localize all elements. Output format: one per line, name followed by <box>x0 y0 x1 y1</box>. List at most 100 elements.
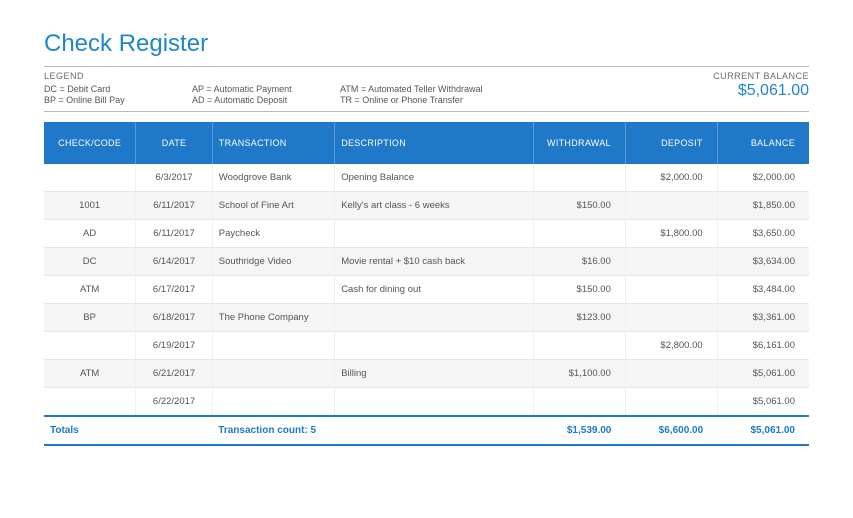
cell-b: $3,484.00 <box>717 276 809 304</box>
cell-date: 6/21/2017 <box>136 360 213 388</box>
cell-tx <box>212 360 334 388</box>
totals-balance: $5,061.00 <box>717 416 809 445</box>
cell-tx: Paycheck <box>212 220 334 248</box>
col-balance: BALANCE <box>717 122 809 164</box>
cell-d: $2,800.00 <box>625 332 717 360</box>
cell-date: 6/14/2017 <box>136 248 213 276</box>
cell-desc: Cash for dining out <box>335 276 534 304</box>
cell-b: $3,650.00 <box>717 220 809 248</box>
cell-date: 6/17/2017 <box>136 276 213 304</box>
current-balance-block: CURRENT BALANCE $5,061.00 <box>699 71 809 100</box>
cell-b: $2,000.00 <box>717 164 809 192</box>
header-row: LEGEND DC = Debit Card AP = Automatic Pa… <box>44 66 809 112</box>
table-row: 10016/11/2017School of Fine ArtKelly's a… <box>44 192 809 220</box>
current-balance-label: CURRENT BALANCE <box>699 71 809 81</box>
cell-tx <box>212 276 334 304</box>
cell-d <box>625 360 717 388</box>
register-table: CHECK/CODE DATE TRANSACTION DESCRIPTION … <box>44 122 809 446</box>
totals-label: Totals <box>44 416 136 445</box>
legend-item: TR = Online or Phone Transfer <box>340 95 540 105</box>
cell-tx: School of Fine Art <box>212 192 334 220</box>
cell-date: 6/11/2017 <box>136 192 213 220</box>
totals-empty <box>136 416 213 445</box>
cell-desc: Billing <box>335 360 534 388</box>
cell-date: 6/19/2017 <box>136 332 213 360</box>
cell-b: $3,634.00 <box>717 248 809 276</box>
cell-date: 6/18/2017 <box>136 304 213 332</box>
cell-d: $2,000.00 <box>625 164 717 192</box>
cell-b: $6,161.00 <box>717 332 809 360</box>
legend-heading: LEGEND <box>44 71 699 81</box>
cell-w: $150.00 <box>534 276 626 304</box>
table-foot: Totals Transaction count: 5 $1,539.00 $6… <box>44 416 809 445</box>
cell-desc <box>335 304 534 332</box>
current-balance-value: $5,061.00 <box>699 82 809 100</box>
cell-w <box>534 332 626 360</box>
table-body: 6/3/2017Woodgrove BankOpening Balance $2,… <box>44 164 809 416</box>
cell-d <box>625 276 717 304</box>
legend-item: AP = Automatic Payment <box>192 84 332 94</box>
cell-desc <box>335 388 534 417</box>
totals-deposit: $6,600.00 <box>625 416 717 445</box>
cell-w <box>534 388 626 417</box>
col-date: DATE <box>136 122 213 164</box>
cell-code <box>44 388 136 417</box>
table-row: BP6/18/2017The Phone Company $123.00 $3,36… <box>44 304 809 332</box>
legend-item: DC = Debit Card <box>44 84 184 94</box>
table-row: 6/19/2017 $2,800.00$6,161.00 <box>44 332 809 360</box>
cell-w: $123.00 <box>534 304 626 332</box>
col-deposit: DEPOSIT <box>625 122 717 164</box>
cell-code <box>44 332 136 360</box>
cell-desc <box>335 332 534 360</box>
totals-count: Transaction count: 5 <box>212 416 533 445</box>
page-title: Check Register <box>44 30 809 58</box>
cell-b: $5,061.00 <box>717 360 809 388</box>
table-row: 6/22/2017 $5,061.00 <box>44 388 809 417</box>
cell-code: AD <box>44 220 136 248</box>
cell-desc: Kelly's art class - 6 weeks <box>335 192 534 220</box>
cell-w <box>534 220 626 248</box>
cell-date: 6/3/2017 <box>136 164 213 192</box>
cell-w: $1,100.00 <box>534 360 626 388</box>
col-description: DESCRIPTION <box>335 122 534 164</box>
legend-grid: DC = Debit Card AP = Automatic Payment A… <box>44 84 699 105</box>
cell-tx: Southridge Video <box>212 248 334 276</box>
cell-code: DC <box>44 248 136 276</box>
cell-d <box>625 304 717 332</box>
legend-item: BP = Online Bill Pay <box>44 95 184 105</box>
cell-desc: Movie rental + $10 cash back <box>335 248 534 276</box>
cell-w: $16.00 <box>534 248 626 276</box>
cell-b: $3,361.00 <box>717 304 809 332</box>
cell-date: 6/11/2017 <box>136 220 213 248</box>
cell-desc: Opening Balance <box>335 164 534 192</box>
cell-code: 1001 <box>44 192 136 220</box>
cell-code: ATM <box>44 276 136 304</box>
cell-code <box>44 164 136 192</box>
totals-withdrawal: $1,539.00 <box>534 416 626 445</box>
cell-w: $150.00 <box>534 192 626 220</box>
cell-code: BP <box>44 304 136 332</box>
table-row: ATM6/17/2017 Cash for dining out$150.00 $3… <box>44 276 809 304</box>
table-row: AD6/11/2017Paycheck $1,800.00$3,650.00 <box>44 220 809 248</box>
cell-b: $1,850.00 <box>717 192 809 220</box>
cell-tx: Woodgrove Bank <box>212 164 334 192</box>
legend-block: LEGEND DC = Debit Card AP = Automatic Pa… <box>44 71 699 105</box>
cell-b: $5,061.00 <box>717 388 809 417</box>
table-head: CHECK/CODE DATE TRANSACTION DESCRIPTION … <box>44 122 809 164</box>
cell-d <box>625 248 717 276</box>
cell-date: 6/22/2017 <box>136 388 213 417</box>
cell-tx: The Phone Company <box>212 304 334 332</box>
cell-desc <box>335 220 534 248</box>
cell-code: ATM <box>44 360 136 388</box>
table-row: ATM6/21/2017 Billing$1,100.00 $5,061.00 <box>44 360 809 388</box>
col-transaction: TRANSACTION <box>212 122 334 164</box>
cell-d <box>625 388 717 417</box>
table-row: DC6/14/2017Southridge VideoMovie rental … <box>44 248 809 276</box>
col-check-code: CHECK/CODE <box>44 122 136 164</box>
cell-w <box>534 164 626 192</box>
table-row: 6/3/2017Woodgrove BankOpening Balance $2,… <box>44 164 809 192</box>
cell-tx <box>212 388 334 417</box>
cell-d <box>625 192 717 220</box>
col-withdrawal: WITHDRAWAL <box>534 122 626 164</box>
cell-d: $1,800.00 <box>625 220 717 248</box>
